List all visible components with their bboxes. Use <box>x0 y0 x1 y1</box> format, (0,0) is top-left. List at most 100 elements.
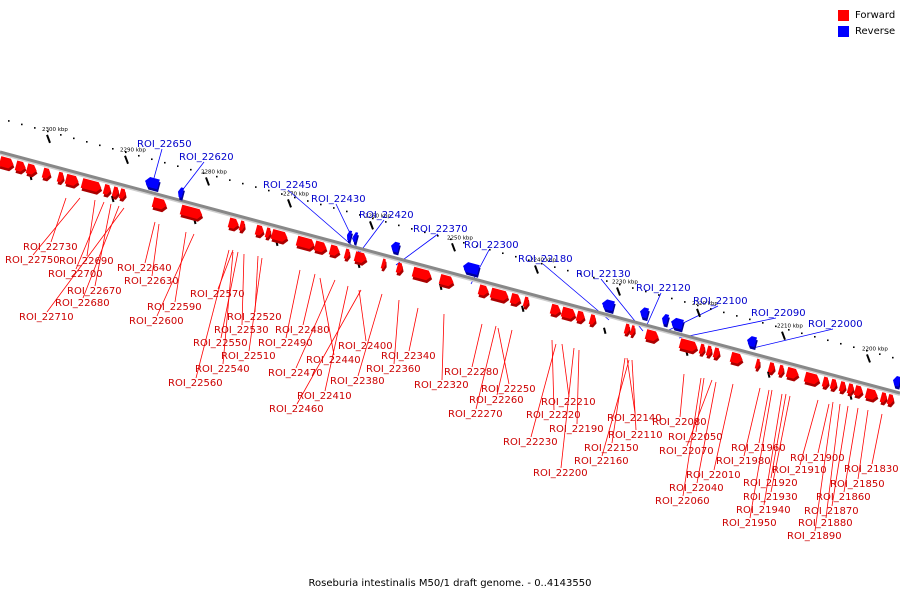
forward-leader <box>749 389 773 519</box>
reverse-leader <box>180 161 205 193</box>
forward-swatch <box>838 10 849 21</box>
forward-gene-label: ROI_22210 <box>541 397 596 408</box>
forward-leader <box>296 289 362 405</box>
forward-leader <box>241 253 245 326</box>
reverse-gene-label: ROI_22120 <box>636 283 691 294</box>
ruler-dot <box>307 200 309 202</box>
forward-leader <box>441 313 445 381</box>
forward-gene <box>629 325 636 339</box>
forward-leader <box>551 339 555 411</box>
forward-leader <box>743 387 761 457</box>
forward-gene <box>111 186 120 200</box>
forward-leader <box>358 289 367 342</box>
forward-gene-label: ROI_21960 <box>731 443 786 454</box>
reverse-gene-label: ROI_22450 <box>263 180 318 191</box>
forward-leader <box>295 279 336 369</box>
ruler-dot <box>398 224 400 227</box>
ruler-minor-tick <box>111 195 115 203</box>
ruler-dot <box>359 214 361 216</box>
ruler-dot <box>762 322 764 324</box>
forward-gene <box>698 343 706 357</box>
forward-leader <box>763 393 783 506</box>
forward-gene <box>238 220 246 234</box>
forward-gene <box>560 306 577 322</box>
ruler-major-tick <box>124 155 129 165</box>
ruler-dot <box>723 311 725 314</box>
forward-gene <box>853 385 864 399</box>
reverse-gene <box>671 317 685 333</box>
forward-leader <box>611 357 626 444</box>
scale-label: 2220 kbp <box>692 301 718 307</box>
forward-gene <box>270 229 289 245</box>
ruler-dot <box>294 196 296 199</box>
reverse-leader <box>645 292 662 328</box>
ruler-dot <box>333 207 335 209</box>
ruler-dot <box>385 221 387 223</box>
ruler-dot <box>437 235 439 237</box>
ruler-dot <box>749 318 751 321</box>
forward-gene <box>14 160 27 175</box>
forward-gene-label: ROI_22410 <box>297 391 352 402</box>
ruler-dot <box>255 186 257 188</box>
ruler-dot <box>268 189 270 192</box>
forward-leader <box>799 399 819 466</box>
forward-gene-label: ROI_21930 <box>743 492 798 503</box>
forward-leader <box>857 409 869 480</box>
forward-gene-label: ROI_22080 <box>652 417 707 428</box>
forward-gene <box>477 284 490 299</box>
forward-gene-label: ROI_21920 <box>743 478 798 489</box>
forward-gene <box>588 314 597 328</box>
legend-forward: Forward <box>838 8 895 23</box>
forward-gene-label: ROI_22280 <box>444 367 499 378</box>
forward-gene-label: ROI_22110 <box>608 430 663 441</box>
forward-gene <box>729 351 744 367</box>
reverse-gene-label: ROI_22300 <box>464 240 519 251</box>
ruler-dot <box>710 308 712 310</box>
legend-forward-label: Forward <box>855 10 896 21</box>
forward-gene <box>395 262 404 276</box>
forward-gene-label: ROI_22470 <box>268 368 323 379</box>
forward-gene <box>411 266 433 284</box>
forward-gene-label: ROI_22730 <box>23 242 78 253</box>
forward-gene-label: ROI_22380 <box>330 376 385 387</box>
ruler-dot <box>879 353 881 355</box>
forward-gene <box>886 393 895 408</box>
forward-leader <box>713 383 734 471</box>
forward-leader <box>195 249 230 379</box>
ruler-dot <box>853 346 855 349</box>
forward-gene-label: ROI_22010 <box>686 470 741 481</box>
forward-leader <box>32 197 81 256</box>
forward-gene-label: ROI_21830 <box>844 464 899 475</box>
forward-gene-label: ROI_22250 <box>481 384 536 395</box>
forward-gene-label: ROI_21860 <box>816 492 871 503</box>
forward-gene <box>864 388 879 403</box>
forward-gene <box>489 287 510 304</box>
forward-gene-label: ROI_22570 <box>190 289 245 300</box>
forward-gene-label: ROI_22640 <box>117 263 172 274</box>
reverse-leader <box>752 328 834 349</box>
forward-leader <box>560 347 575 469</box>
forward-leader <box>530 343 557 438</box>
forward-gene-label: ROI_22680 <box>55 298 110 309</box>
forward-leader <box>324 285 349 392</box>
forward-gene-label: ROI_22220 <box>526 410 581 421</box>
ruler-major-tick <box>696 308 701 318</box>
forward-gene <box>712 347 721 361</box>
forward-leader <box>758 389 770 444</box>
ruler-dot <box>21 123 23 126</box>
forward-gene-label: ROI_22200 <box>533 468 588 479</box>
forward-gene <box>644 329 660 344</box>
forward-gene-label: ROI_22270 <box>448 409 503 420</box>
forward-gene-label: ROI_22260 <box>469 395 524 406</box>
ruler-dot <box>99 144 101 147</box>
forward-gene-label: ROI_22670 <box>67 286 122 297</box>
forward-gene <box>879 392 888 406</box>
forward-gene <box>102 184 112 198</box>
ruler-dot <box>827 339 829 342</box>
forward-leader <box>695 377 705 433</box>
forward-gene <box>821 376 830 390</box>
ruler-dot <box>151 158 153 161</box>
reverse-gene-label: ROI_22420 <box>359 210 414 221</box>
forward-leader <box>496 329 513 396</box>
ruler-dot <box>489 248 491 251</box>
